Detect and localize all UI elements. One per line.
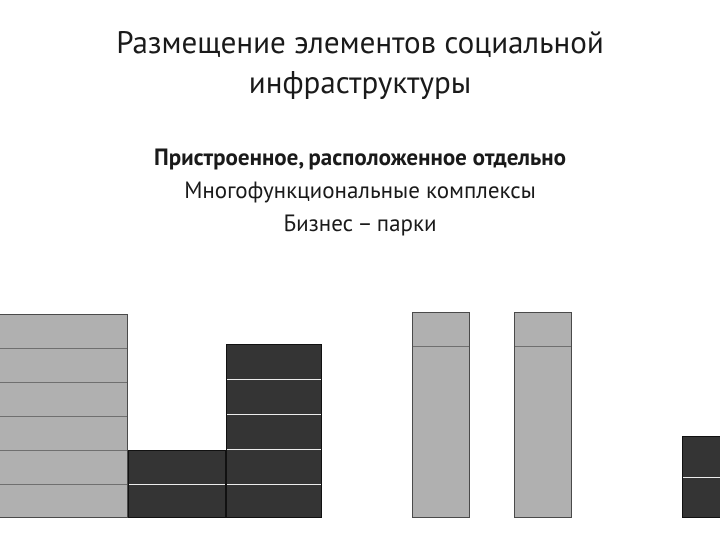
floor-line — [682, 477, 720, 518]
subtitle-block: Пристроенное, расположенное отдельно Мно… — [0, 141, 720, 241]
subtitle-line-2: Многофункциональные комплексы — [0, 174, 720, 207]
floor-line — [0, 484, 128, 518]
subtitle-line-3: Бизнес – парки — [0, 207, 720, 240]
building-b5 — [514, 312, 572, 518]
title-line-2: инфраструктуры — [249, 61, 471, 102]
building-b2 — [128, 450, 226, 518]
page-title: Размещение элементов социальной инфрастр… — [0, 0, 720, 103]
floor-line — [226, 484, 322, 518]
floor-line — [412, 346, 470, 518]
building-b4 — [412, 312, 470, 518]
floor-line — [0, 314, 128, 348]
floor-line — [226, 414, 322, 449]
floor-line — [412, 312, 470, 346]
buildings-row — [0, 298, 720, 518]
subtitle-line-1: Пристроенное, расположенное отдельно — [0, 141, 720, 174]
floor-line — [0, 416, 128, 450]
floor-line — [514, 346, 572, 518]
title-line-1: Размещение элементов социальной — [116, 21, 604, 62]
floor-line — [226, 379, 322, 414]
building-b3 — [226, 344, 322, 518]
floor-line — [0, 450, 128, 484]
floor-line — [128, 450, 226, 484]
floor-line — [128, 484, 226, 518]
floor-line — [514, 312, 572, 346]
floor-line — [226, 449, 322, 484]
floor-line — [226, 344, 322, 379]
floor-line — [682, 436, 720, 477]
floor-line — [0, 382, 128, 416]
building-b1 — [0, 314, 128, 518]
building-b6 — [682, 436, 720, 518]
floor-line — [0, 348, 128, 382]
